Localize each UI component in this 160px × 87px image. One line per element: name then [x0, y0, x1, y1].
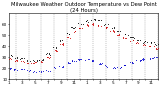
Title: Milwaukee Weather Outdoor Temperature vs Dew Point (24 Hours): Milwaukee Weather Outdoor Temperature vs… [11, 2, 156, 13]
